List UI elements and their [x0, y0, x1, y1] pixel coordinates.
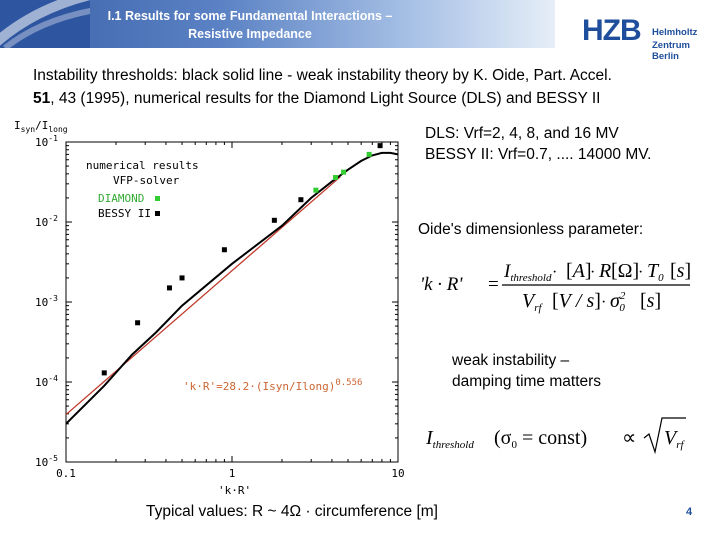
x-tick-label: 0.1 — [56, 467, 76, 480]
diamond-point — [313, 187, 319, 193]
formula2-condition: (σ0 = const) — [494, 427, 587, 451]
y-tick-label: 10-4 — [35, 374, 58, 389]
bessy-point — [179, 275, 185, 281]
weak-instability-line1: weak instability – — [452, 352, 570, 369]
slide-title: I.1 Results for some Fundamental Interac… — [100, 7, 400, 43]
y-tick-label: 10-2 — [35, 214, 58, 229]
formula1-amp: [A] — [566, 260, 592, 282]
bessy-point — [271, 217, 277, 223]
weak-instability-note: weak instability – damping time matters — [452, 350, 601, 392]
formula2-ithr: Ithreshold — [425, 427, 474, 451]
hzb-logo-line2: Zentrum Berlin — [652, 40, 690, 62]
legend-line1: numerical results — [86, 159, 199, 172]
formula1-equals: = — [488, 274, 499, 295]
intro-line2-rest: , 43 (1995), numerical results for the D… — [50, 90, 601, 107]
intro-line1: Instability thresholds: black solid line… — [33, 67, 612, 84]
bessy-point — [135, 320, 141, 326]
formula1-dot1: · — [552, 264, 557, 281]
legend-bessy-marker — [155, 211, 160, 216]
formula1-volt-per-s: [V / s] — [552, 290, 601, 312]
bessy-point — [298, 197, 304, 203]
diamond-point — [366, 151, 372, 157]
intro-text: Instability thresholds: black solid line… — [33, 64, 713, 110]
header-swoosh-graphic — [0, 0, 90, 48]
slide-title-line1: I.1 Results for some Fundamental Interac… — [107, 9, 393, 23]
x-tick-label: 10 — [391, 467, 404, 480]
formula1-sec: [s] — [670, 260, 691, 282]
formula1-sigma: σ2 0 — [610, 290, 626, 314]
slide-title-line2: Resistive Impedance — [188, 27, 312, 41]
header-band: I.1 Results for some Fundamental Interac… — [0, 0, 555, 48]
formula1-dot2: · — [590, 264, 595, 281]
formula1-dot4: · — [601, 294, 606, 311]
y-tick-label: 10-3 — [35, 294, 58, 309]
intro-volume: 51 — [33, 90, 51, 107]
formula1-ohm: [Ω] — [611, 260, 639, 282]
hzb-logo: HZB Helmholtz Zentrum Berlin — [582, 14, 712, 62]
formula1-t0: T0 — [647, 260, 664, 284]
diamond-point — [341, 169, 347, 175]
plot-border — [65, 141, 399, 463]
hzb-logo-line1: Helmholtz — [652, 27, 698, 38]
page-number: 4 — [686, 506, 693, 518]
legend-diamond-marker — [155, 196, 160, 201]
bessy-point — [221, 247, 227, 253]
formula1-sec2: [s] — [640, 290, 661, 312]
oide-theory-line — [65, 151, 399, 425]
bessy-params: BESSY II: Vrf=0.7, .... 14000 MV. — [425, 146, 652, 163]
x-axis-label: 'k·R' — [218, 484, 251, 497]
y-tick-label: 10-1 — [35, 134, 58, 149]
bessy-point — [377, 143, 383, 149]
dls-bessy-params: DLS: Vrf=2, 4, 8, and 16 MV BESSY II: Vr… — [425, 123, 651, 165]
dls-params: DLS: Vrf=2, 4, 8, and 16 MV — [425, 125, 619, 142]
y-axis-label: Isyn/Ilong — [14, 119, 68, 134]
x-tick-label: 1 — [229, 467, 236, 480]
formula2-vrf: Vrf — [664, 427, 685, 451]
fit-line — [65, 176, 341, 416]
plot-points — [101, 143, 383, 376]
formula2-proportional: ∝ — [622, 427, 636, 449]
oide-parameter-formula: 'k · R' = Ithreshold · [A] · R [Ω] · T0 … — [420, 260, 691, 314]
plot-lines — [65, 151, 399, 425]
weak-instability-line2: damping time matters — [452, 373, 602, 390]
oide-param-label: Oide's dimensionless parameter: — [418, 221, 644, 238]
intro-line2: 51, 43 (1995), numerical results for the… — [33, 87, 713, 110]
fit-label: 'k·R'=28.2·(Isyn/Ilong)0.556 — [183, 378, 362, 393]
formula1-vrf: Vrf — [522, 290, 543, 314]
plot-frame — [65, 141, 399, 463]
formula1-dot3: · — [638, 264, 643, 281]
typical-values-note: Typical values: R ~ 4Ω · circumference [… — [146, 503, 438, 520]
threshold-scaling-formula: Ithreshold (σ0 = const) ∝ Vrf — [425, 417, 686, 455]
hzb-logo-mark: HZB — [582, 14, 642, 47]
diamond-point — [332, 174, 338, 180]
bessy-point — [166, 285, 172, 291]
bessy-point — [101, 370, 107, 376]
threshold-plot: 10-5 10-4 10-3 10-2 10-1 0.1 1 10 Isyn/Ilong 'k… — [14, 119, 405, 497]
legend-diamond-label: DIAMOND — [98, 192, 144, 205]
formula1-numerator-i: Ithreshold — [503, 261, 552, 284]
y-tick-label: 10-5 — [35, 454, 58, 469]
formula1-lhs: 'k · R' — [420, 274, 463, 295]
formula2-sqrt-sign — [643, 417, 686, 455]
formula1-r: R — [598, 260, 611, 282]
legend-bessy-label: BESSY II — [98, 207, 151, 220]
plot-ticks: 10-5 10-4 10-3 10-2 10-1 0.1 1 10 — [35, 134, 405, 480]
legend-line2: VFP-solver — [113, 174, 180, 187]
